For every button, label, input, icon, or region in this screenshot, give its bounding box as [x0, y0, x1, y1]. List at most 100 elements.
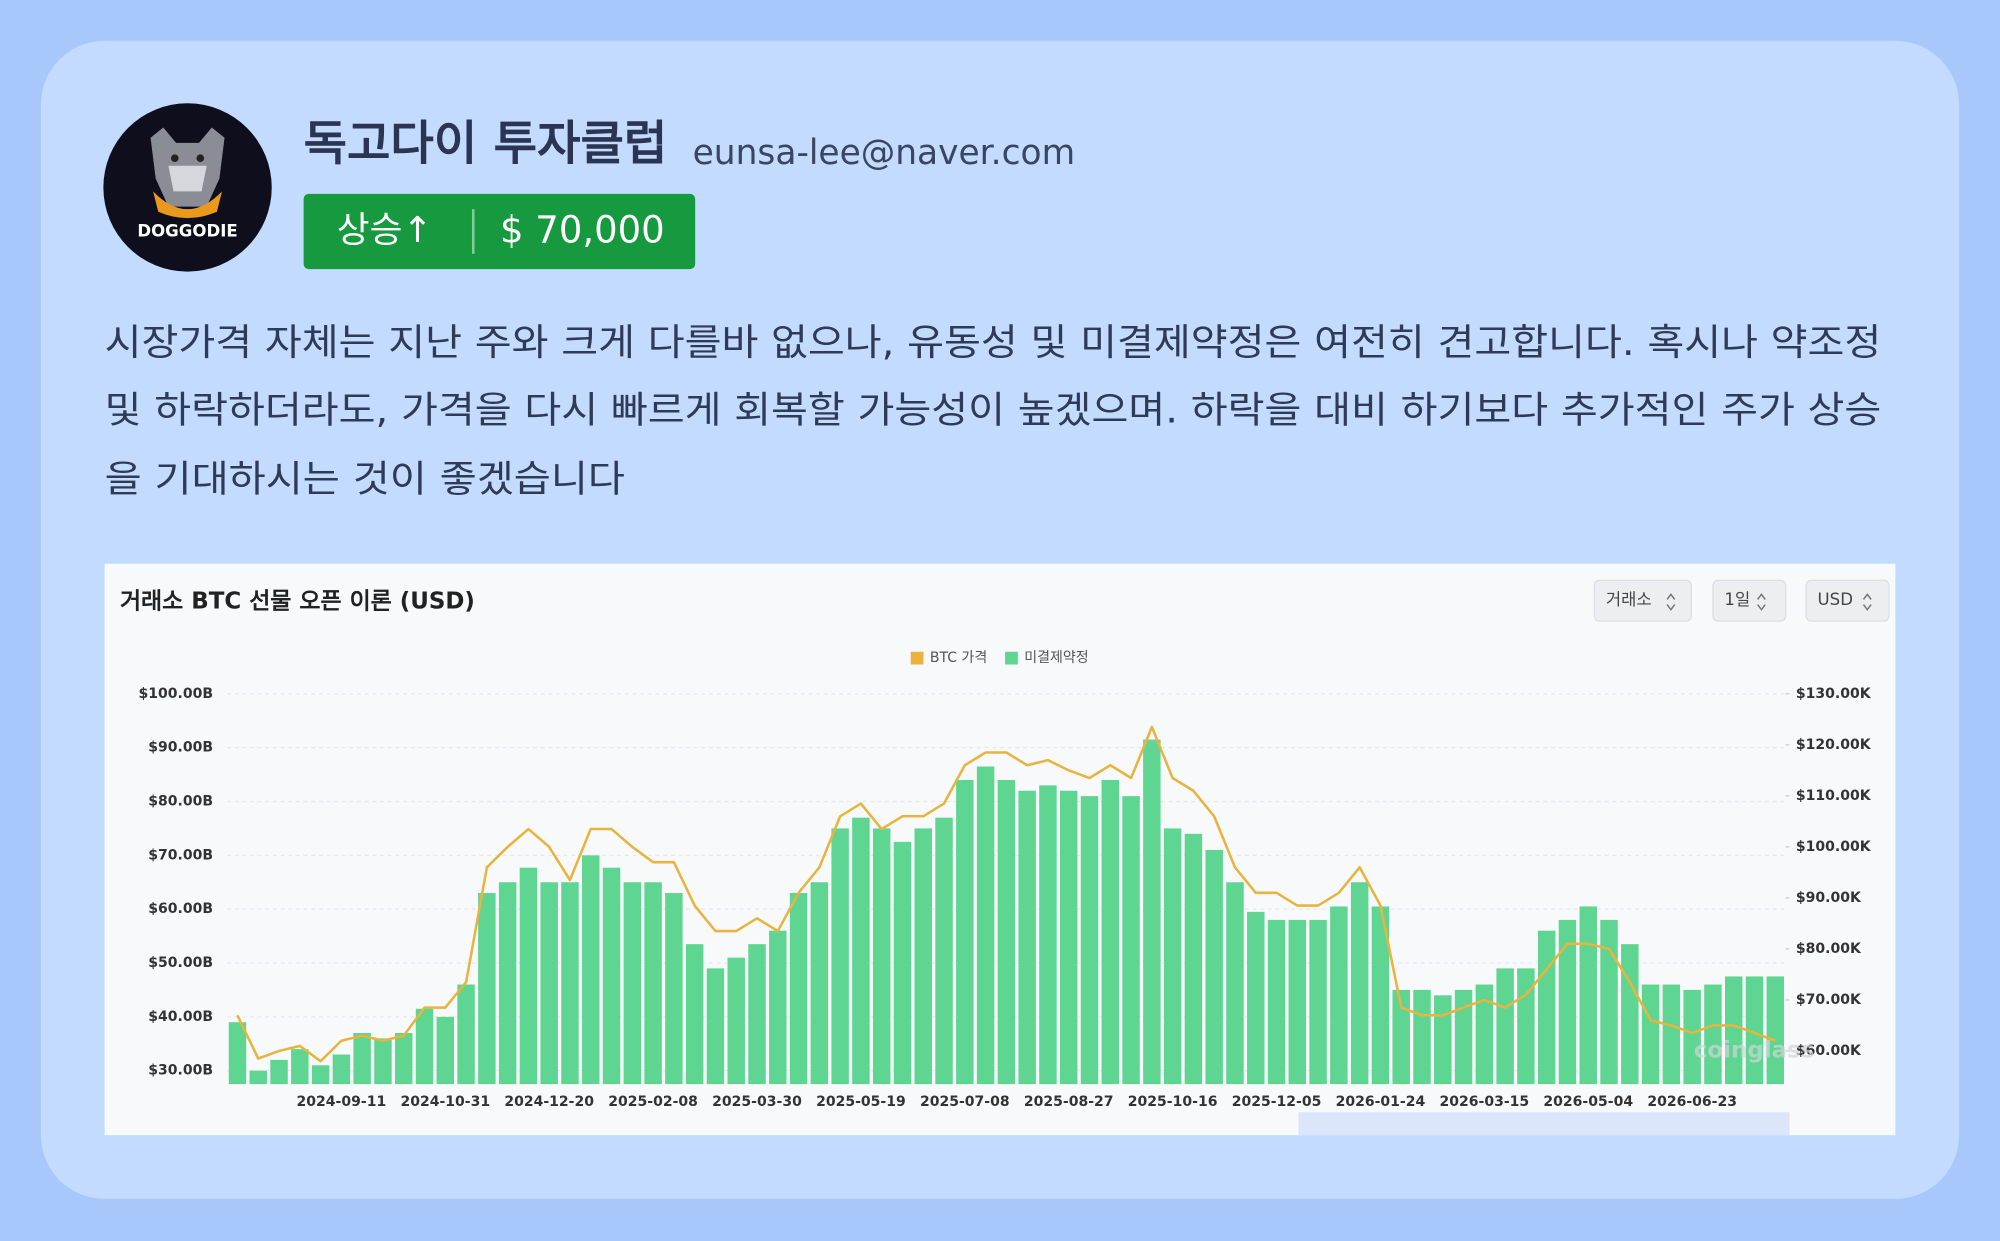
bar [1226, 882, 1244, 1085]
dropdown-label[interactable]: 거래소 [1606, 590, 1652, 609]
bar [1018, 790, 1036, 1085]
x-tick-label: 2025-02-08 [608, 1094, 698, 1110]
bar [1059, 790, 1078, 1085]
bar [893, 841, 912, 1085]
x-tick-label: 2026-01-24 [1336, 1094, 1426, 1110]
bar [1330, 906, 1348, 1085]
x-tick-label: 2026-05-04 [1543, 1094, 1633, 1110]
body-line: 및 하락하더라도, 가격을 다시 빠르게 회복할 가능성이 높겠으며. 하락을 … [105, 388, 1882, 431]
bar [415, 1008, 434, 1085]
bar [789, 893, 808, 1085]
avatar: DOGGODIE [103, 103, 272, 272]
badge-price: $ 70,000 [500, 209, 665, 252]
x-tick-label: 2025-08-27 [1024, 1094, 1114, 1110]
bar [540, 882, 558, 1085]
y-tick-label: $70.00B [148, 847, 213, 863]
bar [1745, 976, 1764, 1085]
dropdown-label[interactable]: USD [1818, 590, 1853, 609]
y2-tick-label: $130.00K [1796, 686, 1872, 702]
x-tick-label: 2026-06-23 [1647, 1094, 1737, 1110]
bar [769, 930, 787, 1085]
y-tick-label: $60.00B [148, 901, 213, 917]
bar [1163, 828, 1182, 1085]
bar [623, 882, 642, 1085]
bar [1704, 984, 1722, 1085]
y2-tick-label: $110.00K [1796, 788, 1872, 804]
user-name: 독고다이 투자클럽 [304, 117, 668, 172]
y-tick-label: $90.00B [148, 740, 213, 756]
bar [914, 828, 932, 1085]
bar [1101, 779, 1120, 1085]
dropdown-arrows [1666, 593, 1872, 611]
bar [852, 817, 870, 1085]
bar [311, 1065, 330, 1085]
bar [291, 1049, 309, 1085]
bar [498, 882, 517, 1085]
bar [1475, 984, 1494, 1085]
bar [810, 882, 829, 1085]
bar [1662, 984, 1681, 1085]
body-line: 을 기대하시는 것이 좋겠습니다 [105, 457, 625, 500]
bar [1683, 989, 1701, 1085]
legend-label: 미결제약정 [1024, 650, 1088, 666]
x-tick-label: 2026-03-15 [1440, 1094, 1530, 1110]
bar [872, 828, 891, 1085]
bar [1080, 796, 1099, 1085]
bar [1537, 930, 1556, 1085]
bar [270, 1059, 288, 1085]
y2-tick-label: $100.00K [1796, 839, 1872, 855]
bar [748, 944, 766, 1085]
y2-tick-label: $120.00K [1796, 737, 1872, 753]
bar [228, 1022, 247, 1085]
bar [249, 1070, 267, 1085]
y-tick-label: $80.00B [148, 794, 213, 810]
bar [976, 766, 995, 1085]
legend-label: BTC 가격 [930, 650, 987, 666]
bar [353, 1032, 371, 1085]
x-tick-label: 2024-10-31 [400, 1094, 490, 1110]
bar [394, 1032, 413, 1085]
bar [956, 779, 974, 1085]
bar [1766, 976, 1785, 1085]
price-line [236, 725, 1776, 1063]
bar [1247, 911, 1265, 1085]
bar [478, 893, 496, 1085]
x-tick-label: 2025-05-19 [816, 1094, 906, 1110]
dropdown[interactable] [1805, 579, 1890, 622]
dropdown[interactable] [1593, 579, 1692, 622]
bar [935, 817, 953, 1085]
legend-swatch [910, 651, 924, 665]
bar [685, 944, 704, 1085]
y-tick-label: $40.00B [148, 1009, 213, 1025]
badge-direction: 상승↑ [337, 210, 433, 251]
bar [665, 893, 683, 1085]
navigator [1298, 1112, 1790, 1136]
dropdown[interactable] [1712, 579, 1787, 622]
bar [1641, 984, 1660, 1085]
bar [374, 1038, 392, 1085]
bar [1184, 833, 1203, 1085]
x-tick-label: 2024-09-11 [297, 1094, 387, 1110]
bar [1621, 944, 1639, 1085]
bar [582, 855, 600, 1085]
dropdown-label[interactable]: 1일 [1724, 590, 1750, 609]
bar [1267, 919, 1286, 1085]
badge [303, 193, 696, 270]
x-tick-label: 2025-03-30 [712, 1094, 802, 1110]
plot: $30.00B $40.00B $50.00B $60.00B $70.00B $80.0… [139, 650, 1872, 1110]
bar [457, 984, 475, 1085]
bar [561, 882, 579, 1085]
x-tick-label: 2025-12-05 [1232, 1094, 1322, 1110]
bar [1600, 919, 1618, 1085]
bar [644, 882, 662, 1085]
bar [436, 1016, 455, 1085]
bar [1413, 989, 1431, 1085]
watermark: coinglass [1694, 1037, 1815, 1063]
x-tick-label: 2025-07-08 [920, 1094, 1010, 1110]
bar [602, 867, 621, 1085]
bar [727, 957, 745, 1085]
x-tick-label: 2025-10-16 [1128, 1094, 1218, 1110]
bar [1350, 882, 1369, 1085]
